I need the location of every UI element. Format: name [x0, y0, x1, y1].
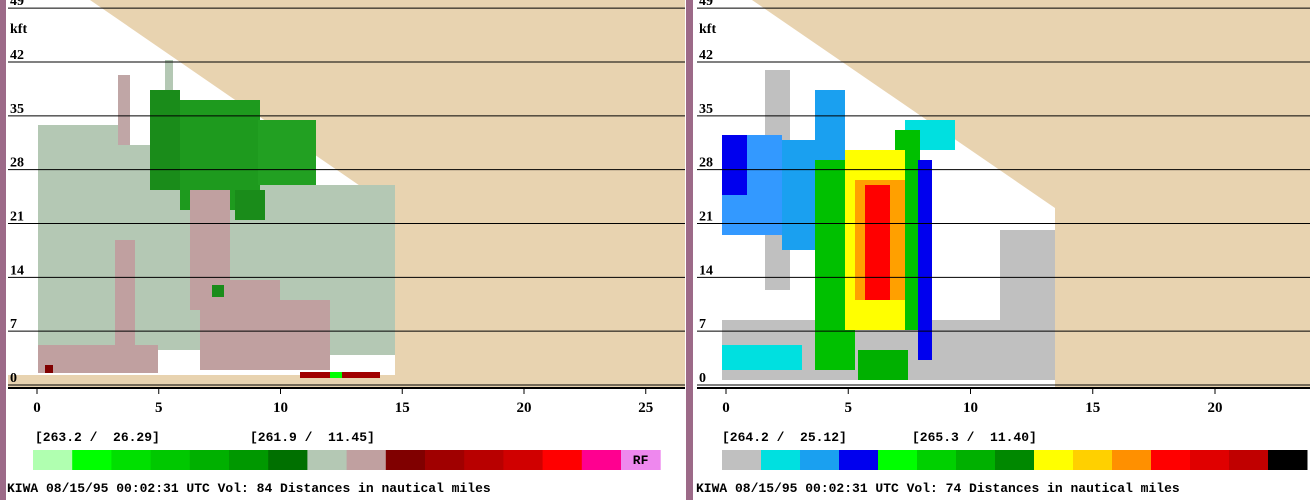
legend-swatch — [956, 450, 996, 470]
legend-swatch — [1229, 450, 1269, 470]
left-frame-bar — [0, 0, 6, 500]
x-tick-label: 20 — [517, 400, 532, 416]
x-tick-label: 25 — [638, 400, 653, 416]
x-tick-label: 10 — [963, 400, 978, 416]
legend-swatch — [1112, 450, 1152, 470]
legend-swatch — [307, 450, 347, 470]
y-tick-label: 28 — [10, 156, 24, 171]
legend-swatch — [503, 450, 543, 470]
y-tick-label: 7 — [10, 317, 17, 332]
y-tick-label: 21 — [699, 210, 713, 225]
x-tick-label: 0 — [33, 400, 41, 416]
legend-swatch — [1151, 450, 1191, 470]
center-frame-bar — [686, 0, 693, 500]
legend-swatch — [347, 450, 387, 470]
x-tick-label: 20 — [1208, 400, 1223, 416]
legend-swatch — [268, 450, 308, 470]
x-tick-label: 10 — [273, 400, 288, 416]
x-tick-label: 15 — [395, 400, 410, 416]
y-axis-unit: kft — [699, 22, 716, 37]
y-tick-label: 0 — [699, 371, 706, 386]
legend-swatch — [1073, 450, 1113, 470]
y-tick-label: 42 — [699, 48, 713, 63]
legend-swatch — [1190, 450, 1230, 470]
legend-swatch — [839, 450, 879, 470]
y-axis-unit: kft — [10, 22, 27, 37]
legend-swatch — [1034, 450, 1074, 470]
legend-swatch — [1268, 450, 1308, 470]
legend-swatch — [229, 450, 269, 470]
legend-swatch — [72, 450, 112, 470]
status-footer: KIWA 08/15/95 00:02:31 UTC Vol: 74 Dista… — [696, 481, 1180, 496]
right-rhi-plot — [722, 0, 1310, 388]
x-tick-label: 15 — [1085, 400, 1100, 416]
legend-swatch — [878, 450, 918, 470]
cursor-readout: [263.2 / 26.29] — [35, 430, 160, 445]
y-tick-label: 35 — [10, 102, 24, 117]
y-tick-label: 21 — [10, 210, 24, 225]
y-tick-label: 0 — [10, 371, 17, 386]
legend-swatch — [722, 450, 762, 470]
y-tick-label: 7 — [699, 317, 706, 332]
legend-swatch — [543, 450, 583, 470]
cursor-readout: [261.9 / 11.45] — [250, 430, 375, 445]
legend-swatch — [151, 450, 191, 470]
legend-swatch — [33, 450, 73, 470]
legend-swatch — [582, 450, 622, 470]
y-tick-label: 49 — [10, 0, 24, 9]
cursor-readout: [264.2 / 25.12] — [722, 430, 847, 445]
y-tick-label: 35 — [699, 102, 713, 117]
legend-swatch — [761, 450, 801, 470]
legend-swatch — [995, 450, 1035, 470]
legend-swatch — [464, 450, 504, 470]
cursor-readout: [265.3 / 11.40] — [912, 430, 1037, 445]
x-tick-label: 5 — [845, 400, 853, 416]
legend-swatch — [425, 450, 465, 470]
legend-end-label: RF — [633, 453, 649, 468]
legend-swatch — [386, 450, 426, 470]
radar-display: 0 7 14 21 28 35 42 49 kft 0 5 10 15 20 25 [263.2 / 26.2… — [0, 0, 1310, 500]
x-tick-label: 0 — [722, 400, 730, 416]
status-footer: KIWA 08/15/95 00:02:31 UTC Vol: 84 Dista… — [7, 481, 491, 496]
y-tick-label: 42 — [10, 48, 24, 63]
y-tick-label: 28 — [699, 156, 713, 171]
y-tick-label: 14 — [10, 263, 24, 278]
left-rhi-plot — [8, 0, 685, 388]
legend-swatch — [111, 450, 151, 470]
legend-swatch — [917, 450, 957, 470]
legend-swatch — [800, 450, 840, 470]
y-tick-label: 14 — [699, 263, 713, 278]
legend-swatch — [190, 450, 230, 470]
x-tick-label: 5 — [155, 400, 163, 416]
y-tick-label: 49 — [699, 0, 713, 9]
